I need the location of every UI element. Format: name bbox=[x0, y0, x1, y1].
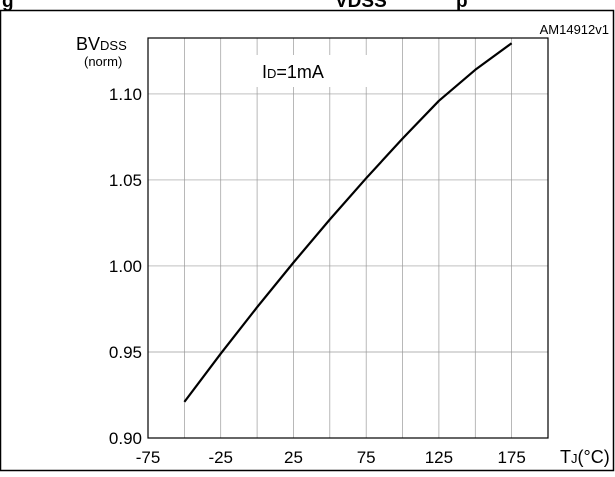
y-axis-tick-labels: 0.90 0.95 1.00 1.05 1.10 bbox=[109, 85, 142, 448]
x-tick-label: 175 bbox=[497, 448, 525, 467]
figure-code: AM14912v1 bbox=[540, 22, 609, 37]
condition-annotation: ID=1mA bbox=[262, 62, 324, 82]
x-tick-label: 75 bbox=[357, 448, 376, 467]
y-axis-label-sub: DSS bbox=[100, 38, 127, 53]
y-axis-label-main: BV bbox=[76, 34, 100, 54]
x-tick-label: 25 bbox=[284, 448, 303, 467]
y-tick-label: 0.95 bbox=[109, 343, 142, 362]
annotation-sub: D bbox=[267, 66, 276, 81]
figure-caption-tail: p bbox=[456, 0, 468, 12]
annotation-value: =1mA bbox=[276, 62, 324, 82]
x-axis-label-main: T bbox=[560, 447, 571, 467]
y-axis-label: BVDSS bbox=[76, 34, 127, 54]
figure-caption-vdss: VDSS bbox=[335, 0, 387, 12]
x-axis-label: TJ(°C) bbox=[560, 447, 610, 467]
annotation-main: I bbox=[262, 62, 267, 82]
annotation-background bbox=[255, 55, 375, 87]
x-tick-label: -25 bbox=[208, 448, 233, 467]
figure-caption-fragment: g bbox=[2, 0, 14, 12]
x-axis-label-sub: J bbox=[571, 451, 578, 466]
x-axis-tick-labels: -75 -25 25 75 125 175 bbox=[136, 448, 526, 467]
grid bbox=[147, 38, 549, 439]
x-tick-label: -75 bbox=[136, 448, 161, 467]
x-tick-label: 125 bbox=[425, 448, 453, 467]
series-group bbox=[183, 42, 513, 403]
y-tick-label: 1.05 bbox=[109, 171, 142, 190]
y-tick-label: 0.90 bbox=[109, 429, 142, 448]
series-line bbox=[183, 42, 513, 403]
page-border bbox=[0, 9, 615, 472]
y-axis-unit: (norm) bbox=[84, 54, 122, 69]
y-tick-label: 1.00 bbox=[109, 257, 142, 276]
x-axis-label-unit: (°C) bbox=[578, 447, 610, 467]
plot-area bbox=[147, 37, 549, 439]
y-tick-label: 1.10 bbox=[109, 85, 142, 104]
